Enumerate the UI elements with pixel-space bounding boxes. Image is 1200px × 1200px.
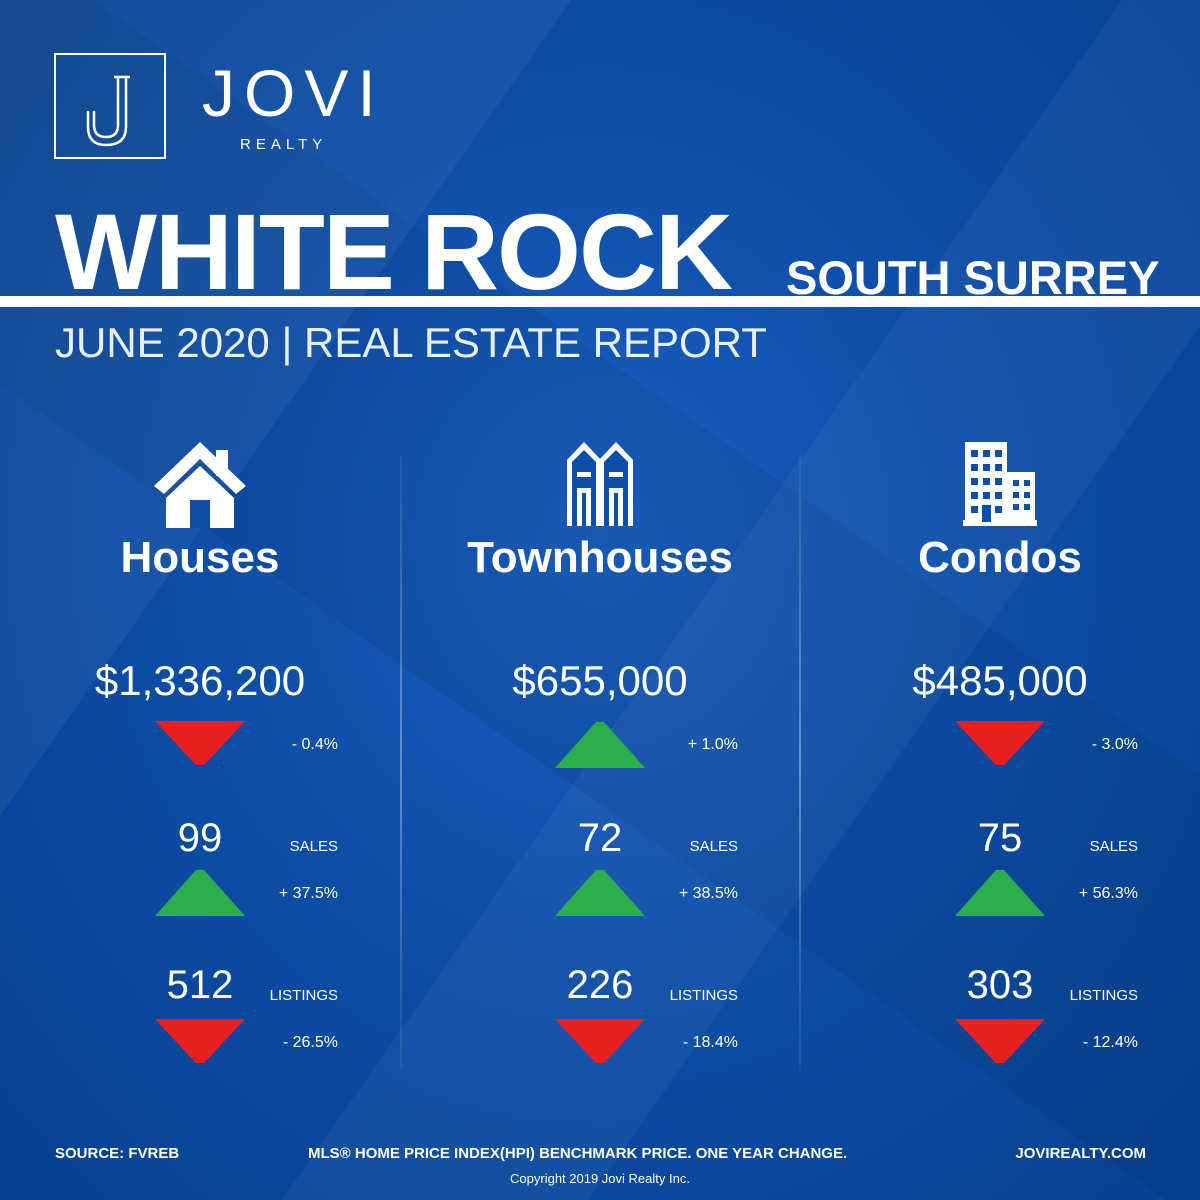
townhouses-sales-count: 72: [577, 816, 623, 860]
condos-listings-change: - 12.4%: [1082, 1034, 1138, 1051]
listings-label: LISTINGS: [269, 987, 338, 1004]
listings-down-arrow-icon: [555, 1019, 645, 1063]
jovi-logo: [54, 53, 166, 159]
townhouses-column: Townhouses $655,000 + 1.0% 72 SALES + 38…: [400, 430, 800, 1090]
houses-listings-change: - 26.5%: [282, 1034, 338, 1051]
listings-down-arrow-icon: [155, 1019, 245, 1063]
houses-title: Houses: [120, 533, 280, 582]
townhouses-price-change: + 1.0%: [687, 736, 738, 753]
sales-label: SALES: [1089, 838, 1138, 855]
townhouses-price: $655,000: [512, 657, 688, 704]
listings-label: LISTINGS: [1069, 987, 1138, 1004]
houses-sales-count: 99: [177, 816, 223, 860]
footer-copyright: Copyright 2019 Jovi Realty Inc.: [510, 1171, 690, 1186]
footer-website: JOVIREALTY.COM: [1015, 1145, 1146, 1162]
page-subtitle: SOUTH SURREY: [786, 251, 1160, 304]
price-down-arrow-icon: [955, 721, 1045, 765]
sales-up-arrow-icon: [155, 870, 245, 916]
condos-price-change: - 3.0%: [1091, 736, 1138, 753]
houses-price: $1,336,200: [94, 657, 306, 704]
condos-sales-count: 75: [977, 816, 1023, 860]
townhouse-icon: [567, 442, 633, 531]
listings-down-arrow-icon: [955, 1019, 1045, 1063]
column-divider: [799, 455, 801, 1070]
title-underline: [0, 296, 1200, 307]
price-down-arrow-icon: [155, 721, 245, 765]
sales-label: SALES: [289, 838, 338, 855]
condos-listings-count: 303: [966, 963, 1034, 1007]
brand-subtitle: REALTY: [240, 136, 328, 153]
column-divider: [400, 455, 402, 1070]
brand-name: JOVI: [202, 56, 385, 130]
price-up-arrow-icon: [555, 722, 645, 768]
townhouses-listings-change: - 18.4%: [682, 1034, 738, 1051]
houses-sales-change: + 37.5%: [278, 885, 338, 902]
page-title: WHITE ROCK: [55, 191, 733, 312]
condos-sales-change: + 56.3%: [1078, 885, 1138, 902]
sales-label: SALES: [689, 838, 738, 855]
sales-up-arrow-icon: [955, 870, 1045, 916]
townhouses-listings-count: 226: [566, 963, 634, 1007]
houses-listings-count: 512: [166, 963, 234, 1007]
listings-label: LISTINGS: [669, 987, 738, 1004]
houses-column: Houses $1,336,200 - 0.4% 99 SALES + 37.5…: [0, 430, 400, 1090]
house-icon: [154, 442, 246, 533]
condo-building-icon: [963, 442, 1037, 531]
condos-title: Condos: [918, 533, 1082, 582]
footer-source: SOURCE: FVREB: [55, 1145, 180, 1162]
sales-up-arrow-icon: [555, 870, 645, 916]
houses-price-change: - 0.4%: [291, 736, 338, 753]
townhouses-title: Townhouses: [467, 533, 733, 582]
townhouses-sales-change: + 38.5%: [678, 885, 738, 902]
condos-column: Condos $485,000 - 3.0% 75 SALES + 56.3% …: [800, 430, 1200, 1090]
condos-price: $485,000: [912, 657, 1088, 704]
report-date-line: JUNE 2020 | REAL ESTATE REPORT: [55, 319, 767, 366]
footer-note: MLS® HOME PRICE INDEX(HPI) BENCHMARK PRI…: [308, 1145, 848, 1162]
